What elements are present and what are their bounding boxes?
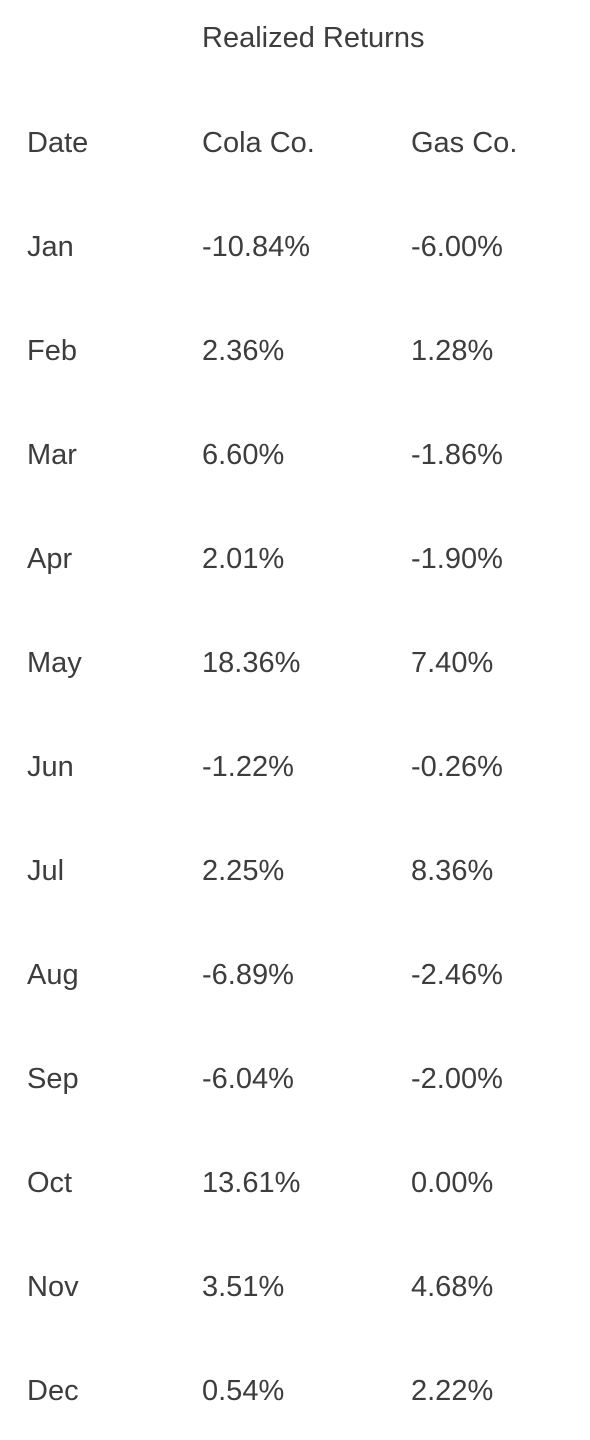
table-caption: Realized Returns	[202, 22, 425, 54]
gas-co-return-cell: 1.28%	[411, 335, 494, 367]
column-header-gas-co: Gas Co.	[411, 127, 518, 159]
table-row: Oct 13.61% 0.00%	[0, 1163, 590, 1203]
table-row: Jun -1.22% -0.26%	[0, 747, 590, 787]
table-row: Mar 6.60% -1.86%	[0, 435, 590, 475]
date-cell: Feb	[27, 335, 77, 367]
cola-co-return-cell: 13.61%	[202, 1167, 301, 1199]
cola-co-return-cell: 3.51%	[202, 1271, 285, 1303]
cola-co-return-cell: 2.01%	[202, 543, 285, 575]
cola-co-return-cell: -6.04%	[202, 1063, 294, 1095]
date-cell: Jun	[27, 751, 74, 783]
gas-co-return-cell: 8.36%	[411, 855, 494, 887]
gas-co-return-cell: -1.86%	[411, 439, 503, 471]
table-row: Nov 3.51% 4.68%	[0, 1267, 590, 1307]
gas-co-return-cell: 2.22%	[411, 1375, 494, 1407]
date-cell: Mar	[27, 439, 77, 471]
cola-co-return-cell: 0.54%	[202, 1375, 285, 1407]
cola-co-return-cell: 6.60%	[202, 439, 285, 471]
table-row: Jan -10.84% -6.00%	[0, 227, 590, 267]
date-cell: Apr	[27, 543, 73, 575]
table-row: Aug -6.89% -2.46%	[0, 955, 590, 995]
cola-co-return-cell: 2.25%	[202, 855, 285, 887]
column-header-cola-co: Cola Co.	[202, 127, 315, 159]
gas-co-return-cell: 4.68%	[411, 1271, 494, 1303]
table-row: Dec 0.54% 2.22%	[0, 1371, 590, 1411]
gas-co-return-cell: -6.00%	[411, 231, 503, 263]
gas-co-return-cell: 0.00%	[411, 1167, 494, 1199]
table-row: May 18.36% 7.40%	[0, 643, 590, 683]
cola-co-return-cell: -6.89%	[202, 959, 294, 991]
table-row: Feb 2.36% 1.28%	[0, 331, 590, 371]
gas-co-return-cell: 7.40%	[411, 647, 494, 679]
cola-co-return-cell: -1.22%	[202, 751, 294, 783]
date-cell: Sep	[27, 1063, 79, 1095]
cola-co-return-cell: 18.36%	[202, 647, 301, 679]
gas-co-return-cell: -2.46%	[411, 959, 503, 991]
date-cell: May	[27, 647, 82, 679]
cola-co-return-cell: 2.36%	[202, 335, 285, 367]
gas-co-return-cell: -2.00%	[411, 1063, 503, 1095]
cola-co-return-cell: -10.84%	[202, 231, 311, 263]
date-cell: Nov	[27, 1271, 79, 1303]
date-cell: Jul	[27, 855, 65, 887]
date-cell: Dec	[27, 1375, 79, 1407]
column-header-date: Date	[27, 127, 89, 159]
date-cell: Oct	[27, 1167, 73, 1199]
table-header-row: Date Cola Co. Gas Co.	[0, 123, 590, 163]
date-cell: Aug	[27, 959, 79, 991]
table-row: Sep -6.04% -2.00%	[0, 1059, 590, 1099]
gas-co-return-cell: -0.26%	[411, 751, 503, 783]
date-cell: Jan	[27, 231, 74, 263]
gas-co-return-cell: -1.90%	[411, 543, 503, 575]
table-row: Apr 2.01% -1.90%	[0, 539, 590, 579]
table-row: Jul 2.25% 8.36%	[0, 851, 590, 891]
